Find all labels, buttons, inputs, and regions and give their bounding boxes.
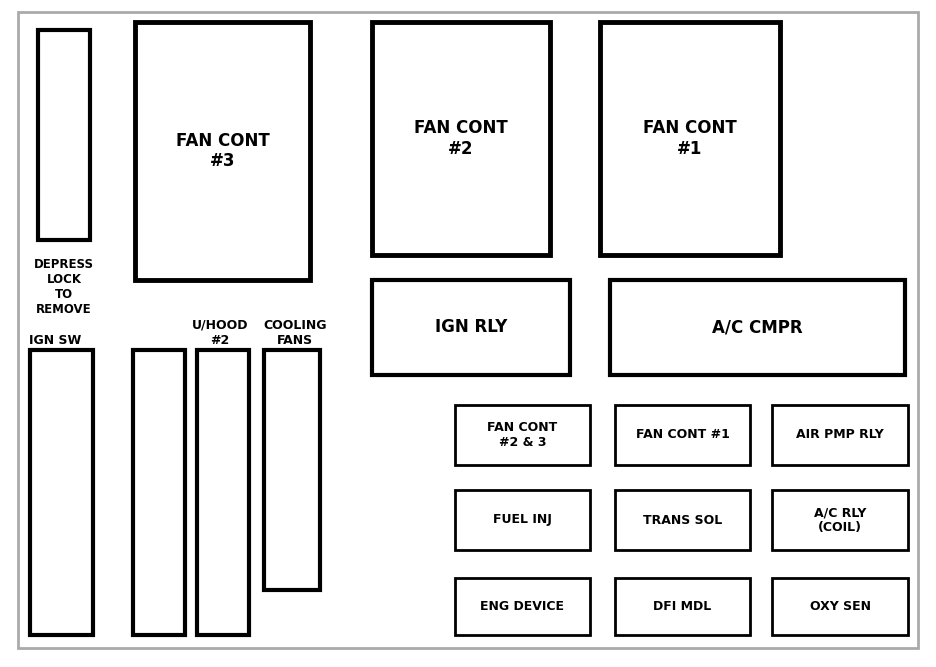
Text: FAN CONT
#3: FAN CONT #3 [176, 131, 270, 170]
Text: DEPRESS
LOCK
TO
REMOVE: DEPRESS LOCK TO REMOVE [34, 258, 94, 316]
Bar [133, 350, 185, 635]
Bar [455, 578, 590, 635]
Text: FAN CONT
#1: FAN CONT #1 [643, 119, 737, 158]
Text: FAN CONT
#2: FAN CONT #2 [414, 119, 508, 158]
Bar [600, 22, 780, 255]
Bar [455, 490, 590, 550]
Text: ENG DEVICE: ENG DEVICE [480, 600, 564, 613]
Text: A/C CMPR: A/C CMPR [712, 319, 803, 336]
Bar [197, 350, 249, 635]
Bar [772, 578, 908, 635]
Bar [615, 578, 750, 635]
Text: FUEL INJ: FUEL INJ [493, 514, 552, 526]
Text: A/C RLY
(COIL): A/C RLY (COIL) [813, 506, 866, 534]
Text: FAN CONT
#2 & 3: FAN CONT #2 & 3 [488, 421, 558, 449]
Text: DFI MDL: DFI MDL [653, 600, 711, 613]
Bar [615, 490, 750, 550]
Text: IGN RLY: IGN RLY [435, 319, 507, 336]
Bar [38, 30, 90, 240]
Text: U/HOOD
#2: U/HOOD #2 [192, 319, 248, 347]
Text: IGN SW: IGN SW [29, 334, 81, 347]
Text: TRANS SOL: TRANS SOL [643, 514, 723, 526]
Bar [610, 280, 905, 375]
Bar [264, 350, 320, 590]
Bar [455, 405, 590, 465]
Bar [615, 405, 750, 465]
Bar [372, 280, 570, 375]
Bar [135, 22, 310, 280]
Bar [772, 405, 908, 465]
Text: FAN CONT #1: FAN CONT #1 [636, 428, 729, 442]
Text: AIR PMP RLY: AIR PMP RLY [797, 428, 884, 442]
Text: COOLING
FANS: COOLING FANS [263, 319, 327, 347]
Text: OXY SEN: OXY SEN [810, 600, 870, 613]
Bar [372, 22, 550, 255]
Bar [772, 490, 908, 550]
Bar [30, 350, 93, 635]
